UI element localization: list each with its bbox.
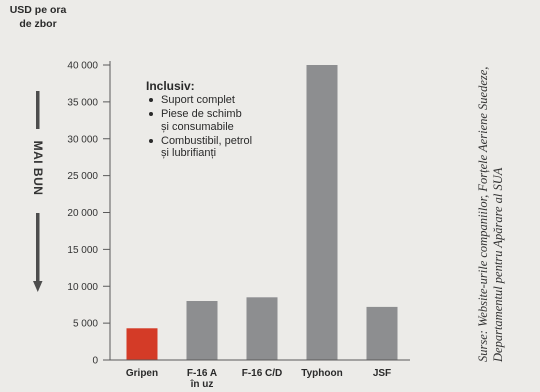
y-tick-label: 0 bbox=[92, 356, 98, 367]
bullet-icon bbox=[149, 138, 153, 143]
note-item: Combustibil, petrol și lubrifianți bbox=[146, 135, 296, 160]
inclusions-note: Inclusiv: Suport complet Piese de schimb… bbox=[146, 79, 296, 161]
bullet-icon bbox=[149, 112, 153, 116]
y-tick-label: 5 000 bbox=[73, 319, 98, 330]
bar-jsf bbox=[366, 306, 398, 360]
y-tick-label: 30 000 bbox=[67, 134, 98, 145]
y-tick-label: 35 000 bbox=[67, 97, 98, 108]
note-item-text: Combustibil, petrol și lubrifianți bbox=[161, 134, 253, 160]
y-tick-label: 10 000 bbox=[67, 282, 98, 293]
arrow-shaft-bottom bbox=[36, 213, 40, 283]
bar-f-16-a-n-uz bbox=[186, 301, 218, 360]
y-tick-label: 40 000 bbox=[67, 61, 98, 72]
note-item: Piese de schimb și consumabile bbox=[146, 108, 296, 133]
bar-gripen bbox=[126, 328, 158, 360]
x-tick-label: Gripen bbox=[126, 368, 158, 379]
y-tick-label: 25 000 bbox=[67, 171, 98, 182]
better-direction-label: MAI BUN bbox=[31, 140, 45, 196]
y-tick-label: 15 000 bbox=[67, 245, 98, 256]
source-note: Surse: Website-urile companiilor, Forțel… bbox=[476, 66, 505, 362]
note-item-text: Suport complet bbox=[161, 94, 235, 106]
y-axis-label: USD pe ora de zbor bbox=[9, 4, 67, 30]
arrow-down-icon bbox=[33, 281, 43, 292]
x-tick-label: Typhoon bbox=[301, 368, 342, 379]
bullet-icon bbox=[149, 98, 153, 102]
note-item-text: Piese de schimb și consumabile bbox=[161, 108, 242, 133]
arrow-shaft-top bbox=[36, 91, 40, 129]
note-list: Suport complet Piese de schimb și consum… bbox=[146, 94, 296, 160]
plot-area: 0 5 000 10 000 15 000 20 000 25 000 30 000 35 0… bbox=[67, 61, 410, 390]
note-title: Inclusiv: bbox=[146, 79, 195, 93]
better-direction-arrow bbox=[33, 91, 43, 292]
x-tick-label: F-16 C/D bbox=[242, 368, 283, 379]
note-item: Suport complet bbox=[146, 94, 296, 107]
y-tick-label: 20 000 bbox=[67, 208, 98, 219]
bar-f-16-c-d bbox=[246, 297, 278, 360]
bar-typhoon bbox=[306, 65, 338, 360]
x-tick-label: JSF bbox=[373, 368, 391, 379]
